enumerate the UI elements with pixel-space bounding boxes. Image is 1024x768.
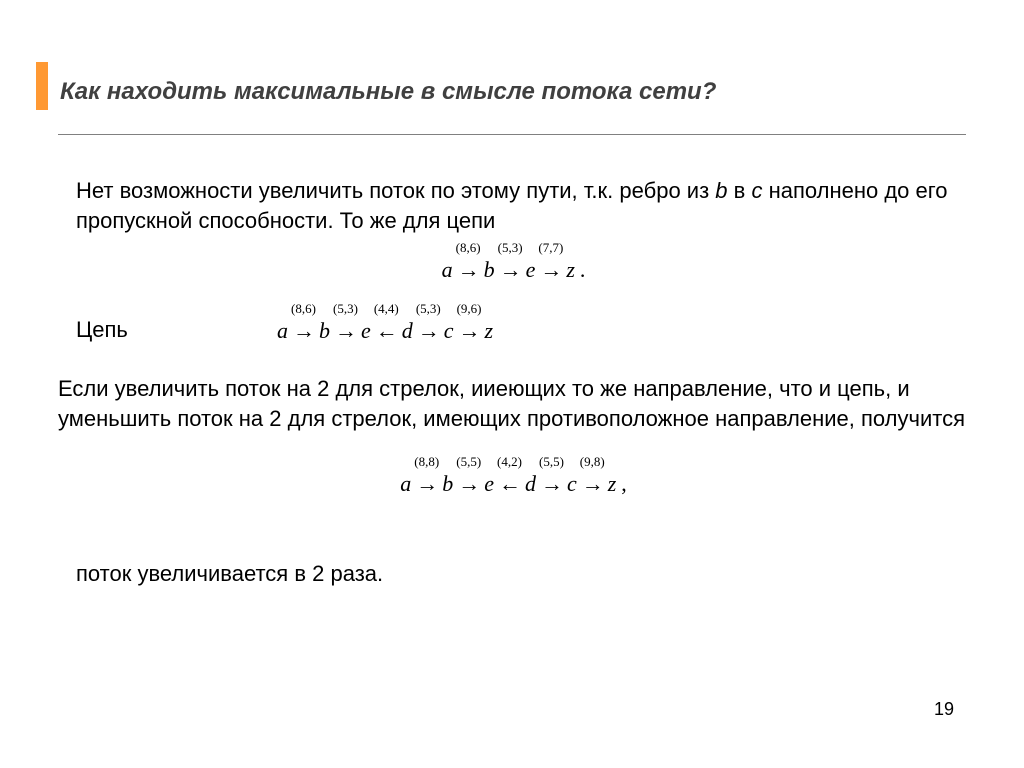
eq-node: b — [481, 257, 498, 282]
page-title: Как находить максимальные в смысле поток… — [60, 78, 716, 106]
equation-3: a(8,8)→b(5,5)→e(4,2)←d(5,5)→c(9,8)→z, — [397, 469, 627, 499]
slide: Как находить максимальные в смысле поток… — [0, 0, 1024, 768]
eq-arrow: (9,6)→ — [457, 316, 482, 346]
eq-arrow: (5,5)→ — [539, 469, 564, 499]
equation-2: a(8,6)→b(5,3)→e(4,4)←d(5,3)→c(9,6)→z — [274, 316, 496, 346]
eq-node: a — [274, 318, 291, 343]
eq-node: a — [439, 257, 456, 282]
eq-tail: , — [619, 471, 627, 496]
eq-node: d — [399, 318, 416, 343]
p1-text-mid: в — [728, 178, 752, 203]
body-content: Нет возможности увеличить поток по этому… — [58, 170, 966, 589]
p1-text-a: Нет возможности увеличить поток по этому… — [76, 178, 715, 203]
eq-node: c — [564, 471, 580, 496]
eq-arrow: (5,3)→ — [498, 255, 523, 285]
eq-node: z — [482, 318, 497, 343]
eq-node: b — [316, 318, 333, 343]
eq-arrow-label: (9,6) — [457, 300, 482, 318]
page-number: 19 — [934, 699, 954, 720]
variable-c: c — [751, 178, 762, 203]
eq-arrow-label: (5,3) — [498, 239, 523, 257]
eq-arrow: (9,8)→ — [580, 469, 605, 499]
eq-arrow: (8,8)→ — [414, 469, 439, 499]
eq-arrow: (5,3)→ — [416, 316, 441, 346]
eq-node: c — [441, 318, 457, 343]
eq-arrow-label: (4,4) — [374, 300, 399, 318]
eq-node: e — [481, 471, 497, 496]
eq-node: z — [563, 257, 578, 282]
eq-arrow-label: (5,3) — [333, 300, 358, 318]
eq-arrow: (4,4)← — [374, 316, 399, 346]
eq-arrow: (5,5)→ — [456, 469, 481, 499]
eq-node: z — [605, 471, 620, 496]
eq-arrow: (5,3)→ — [333, 316, 358, 346]
eq-arrow: (8,6)→ — [291, 316, 316, 346]
eq-arrow-label: (8,6) — [456, 239, 481, 257]
eq-tail: . — [578, 257, 586, 282]
equation-1: a(8,6)→b(5,3)→e(7,7)→z. — [439, 255, 586, 285]
chain-label: Цепь — [76, 317, 128, 342]
equation-3-wrap: a(8,8)→b(5,5)→e(4,2)←d(5,5)→c(9,8)→z, — [58, 469, 966, 499]
eq-node: d — [522, 471, 539, 496]
eq-node: e — [358, 318, 374, 343]
equation-1-wrap: a(8,6)→b(5,3)→e(7,7)→z. — [58, 255, 966, 285]
accent-bar — [36, 62, 48, 110]
eq-arrow-label: (7,7) — [538, 239, 563, 257]
eq-node: a — [397, 471, 414, 496]
eq-arrow: (4,2)← — [497, 469, 522, 499]
eq-arrow-label: (8,6) — [291, 300, 316, 318]
eq-arrow-label: (5,3) — [416, 300, 441, 318]
paragraph-3: поток увеличивается в 2 раза. — [76, 559, 966, 589]
eq-arrow-label: (9,8) — [580, 453, 605, 471]
chain-row: Цепь a(8,6)→b(5,3)→e(4,4)←d(5,3)→c(9,6)→… — [76, 315, 966, 346]
paragraph-1: Нет возможности увеличить поток по этому… — [76, 176, 966, 235]
eq-node: e — [523, 257, 539, 282]
eq-arrow-label: (8,8) — [414, 453, 439, 471]
eq-arrow: (7,7)→ — [538, 255, 563, 285]
eq-arrow-label: (5,5) — [456, 453, 481, 471]
eq-arrow: (8,6)→ — [456, 255, 481, 285]
eq-node: b — [439, 471, 456, 496]
variable-b: b — [715, 178, 727, 203]
paragraph-2: Если увеличить поток на 2 для стрелок, и… — [58, 374, 966, 433]
divider — [58, 134, 966, 135]
eq-arrow-label: (4,2) — [497, 453, 522, 471]
eq-arrow-label: (5,5) — [539, 453, 564, 471]
